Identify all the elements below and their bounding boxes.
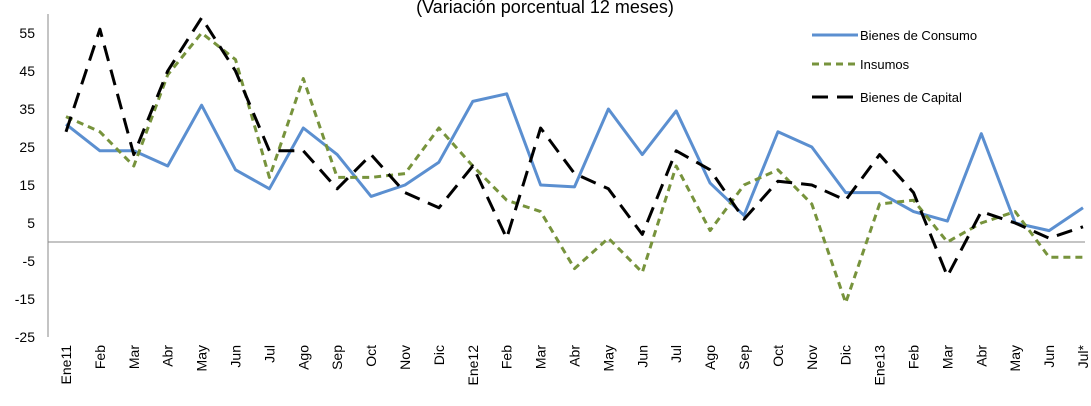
y-tick-label: 5 [27, 215, 35, 231]
series-line [65, 92, 1084, 233]
x-tick-label: Abr [160, 345, 176, 367]
x-tick-label: Sep [736, 345, 752, 370]
x-tick-label: Oct [363, 345, 379, 367]
x-tick-label: Mar [533, 345, 549, 369]
x-tick-label: Sep [329, 345, 345, 370]
x-tick-label: Dic [838, 345, 854, 365]
x-tick-label: Jun [228, 345, 244, 368]
x-tick-label: Dic [431, 345, 447, 365]
x-tick-label: Nov [804, 345, 820, 370]
y-tick-label: 25 [19, 139, 35, 155]
x-tick-label: Ene11 [58, 345, 74, 385]
x-tick-label: Mar [939, 345, 955, 369]
x-tick-label: Mar [126, 345, 142, 369]
x-tick-label: Abr [567, 345, 583, 367]
x-tick-label: Jul* [1075, 344, 1091, 368]
y-tick-label: -5 [23, 253, 36, 269]
x-tick-label: Nov [397, 345, 413, 370]
chart-subtitle: (Variación porcentual 12 meses) [416, 0, 674, 17]
y-tick-label: -25 [15, 329, 35, 345]
x-tick-label: Oct [770, 345, 786, 367]
legend-label: Insumos [860, 57, 910, 72]
x-tick-label: Ago [295, 345, 311, 370]
x-tick-label: Ene13 [872, 345, 888, 386]
x-tick-label: Ago [702, 345, 718, 370]
x-tick-label: Feb [92, 345, 108, 369]
legend-label: Bienes de Consumo [860, 28, 977, 43]
x-tick-label: Ene12 [465, 345, 481, 386]
x-tick-label: May [600, 345, 616, 371]
x-tick-label: May [194, 345, 210, 371]
series-line [64, 16, 1084, 278]
legend-label: Bienes de Capital [860, 90, 962, 105]
x-tick-label: Jun [634, 345, 650, 368]
y-tick-label: 45 [19, 63, 35, 79]
y-tick-label: 55 [19, 25, 35, 41]
x-tick-label: Abr [973, 345, 989, 367]
series-line [65, 31, 1083, 305]
y-tick-label: 15 [19, 177, 35, 193]
y-tick-label: -15 [15, 291, 35, 307]
x-tick-label: Feb [906, 345, 922, 369]
x-tick-label: Jun [1041, 345, 1057, 368]
x-tick-label: Jul [668, 345, 684, 363]
x-tick-label: Feb [499, 345, 515, 369]
y-tick-label: 35 [19, 101, 35, 117]
x-tick-label: Jul [261, 345, 277, 363]
x-tick-label: May [1007, 345, 1023, 371]
